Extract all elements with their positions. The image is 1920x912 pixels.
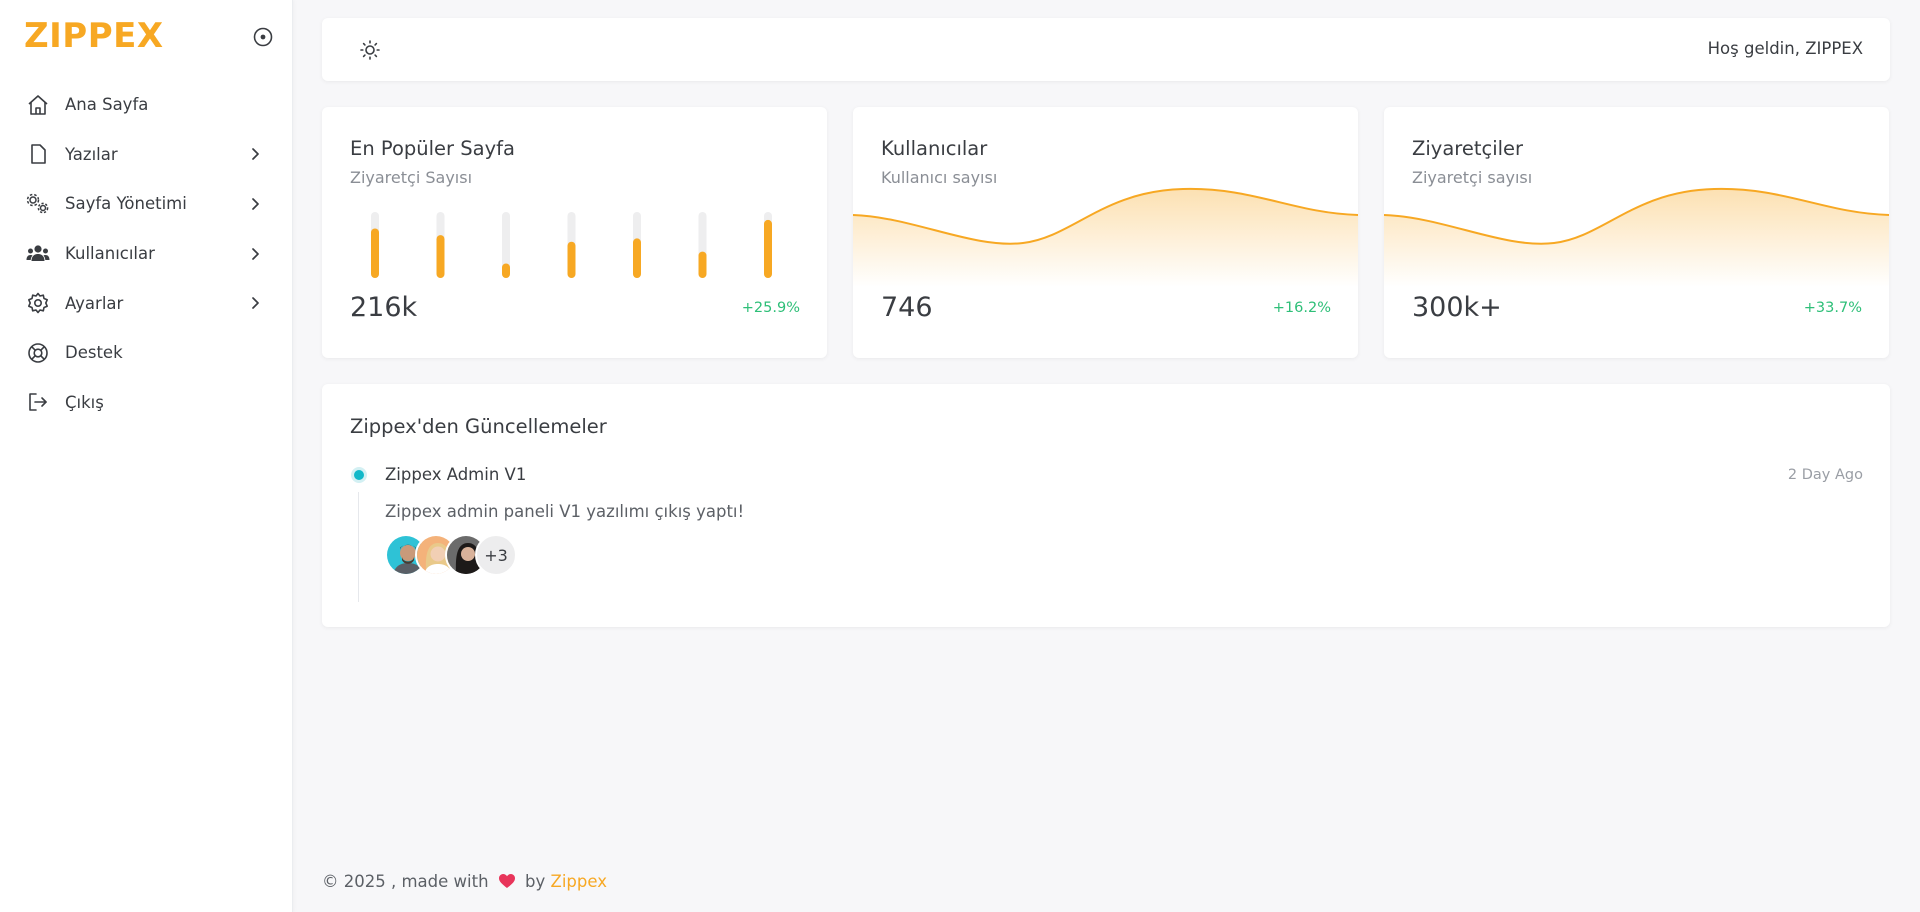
brand-logo[interactable]: ZIPPEX [24,16,164,56]
card-subtitle: Kullanıcı sayısı [881,168,998,187]
update-title: Zippex Admin V1 [385,465,527,484]
updates-title: Zippex'den Güncellemeler [350,415,607,438]
sidebar-nav: Ana Sayfa Yazılar Sayfa Yönetimi Kull [0,80,293,427]
card-value: 746 [881,292,933,323]
bar-track [502,212,510,278]
avatar-group: +3 [385,534,545,576]
bar [567,241,576,278]
footer-copyright: © 2025 , made with [322,872,489,891]
avatar-more-count[interactable]: +3 [475,534,517,576]
sidebar-item-label: Kullanıcılar [65,244,155,264]
sidebar-item-sayfa-yonetimi[interactable]: Sayfa Yönetimi [0,179,293,229]
sidebar-item-label: Yazılar [65,144,118,164]
sidebar-item-label: Sayfa Yönetimi [65,194,187,214]
card-title: En Popüler Sayfa [350,137,515,160]
sun-icon[interactable] [358,38,382,62]
area-chart [853,187,1358,287]
area-chart [1384,187,1889,287]
bar [764,219,772,278]
chevron-right-icon [246,145,264,163]
update-description: Zippex admin paneli V1 yazılımı çıkış ya… [385,502,745,521]
chevron-right-icon [246,245,264,263]
top-bar: Hoş geldin, ZIPPEX [322,18,1890,81]
sidebar-toggle-icon[interactable] [252,26,274,48]
gear-icon [25,290,51,316]
sidebar-item-yazilar[interactable]: Yazılar [0,130,293,180]
card-delta: +33.7% [1803,300,1862,316]
card-title: Kullanıcılar [881,137,988,160]
sidebar-item-kullanicilar[interactable]: Kullanıcılar [0,229,293,279]
card-value: 216k [350,292,418,323]
bar [698,251,707,278]
card-subtitle: Ziyaretçi Sayısı [350,168,473,187]
bar [502,263,510,278]
sidebar-item-label: Ayarlar [65,293,124,313]
card-delta: +25.9% [741,300,800,316]
welcome-text: Hoş geldin, ZIPPEX [1707,39,1863,58]
sidebar-item-label: Çıkış [65,392,104,412]
stat-card-popular-page: En Popüler Sayfa Ziyaretçi Sayısı 216k +… [322,107,827,358]
bar-chart [371,212,772,278]
card-title: Ziyaretçiler [1412,137,1524,160]
bar [371,228,379,278]
footer: © 2025 , made with by Zippex [322,872,607,893]
timeline-line [358,492,359,602]
stat-card-users: Kullanıcılar Kullanıcı sayısı 746 +16.2% [853,107,1358,358]
lifebuoy-icon [25,340,51,366]
file-icon [25,141,51,167]
logout-icon [25,389,51,415]
sidebar-item-cikis[interactable]: Çıkış [0,378,293,428]
card-value: 300k+ [1412,292,1502,323]
timeline-dot [351,467,367,483]
sidebar-item-ana-sayfa[interactable]: Ana Sayfa [0,80,293,130]
sidebar: ZIPPEX Ana Sayfa Yazılar Sayfa Yönetimi [0,0,293,912]
update-time: 2 Day Ago [1787,467,1863,483]
heart-icon [498,873,516,893]
updates-card: Zippex'den Güncellemeler Zippex Admin V1… [322,384,1890,627]
footer-by: by [525,872,546,891]
cogs-icon [25,191,51,217]
card-subtitle: Ziyaretçi sayısı [1412,168,1533,187]
sidebar-item-ayarlar[interactable]: Ayarlar [0,278,293,328]
sidebar-item-label: Destek [65,343,123,363]
chevron-right-icon [246,294,264,312]
users-icon [25,241,51,267]
bar [436,235,445,278]
chevron-right-icon [246,195,264,213]
footer-brand-link[interactable]: Zippex [550,872,607,891]
sidebar-item-label: Ana Sayfa [65,95,149,115]
bar [633,238,641,278]
sidebar-item-destek[interactable]: Destek [0,328,293,378]
card-delta: +16.2% [1272,300,1331,316]
stat-card-visitors: Ziyaretçiler Ziyaretçi sayısı 300k+ +33.… [1384,107,1889,358]
home-icon [25,92,51,118]
